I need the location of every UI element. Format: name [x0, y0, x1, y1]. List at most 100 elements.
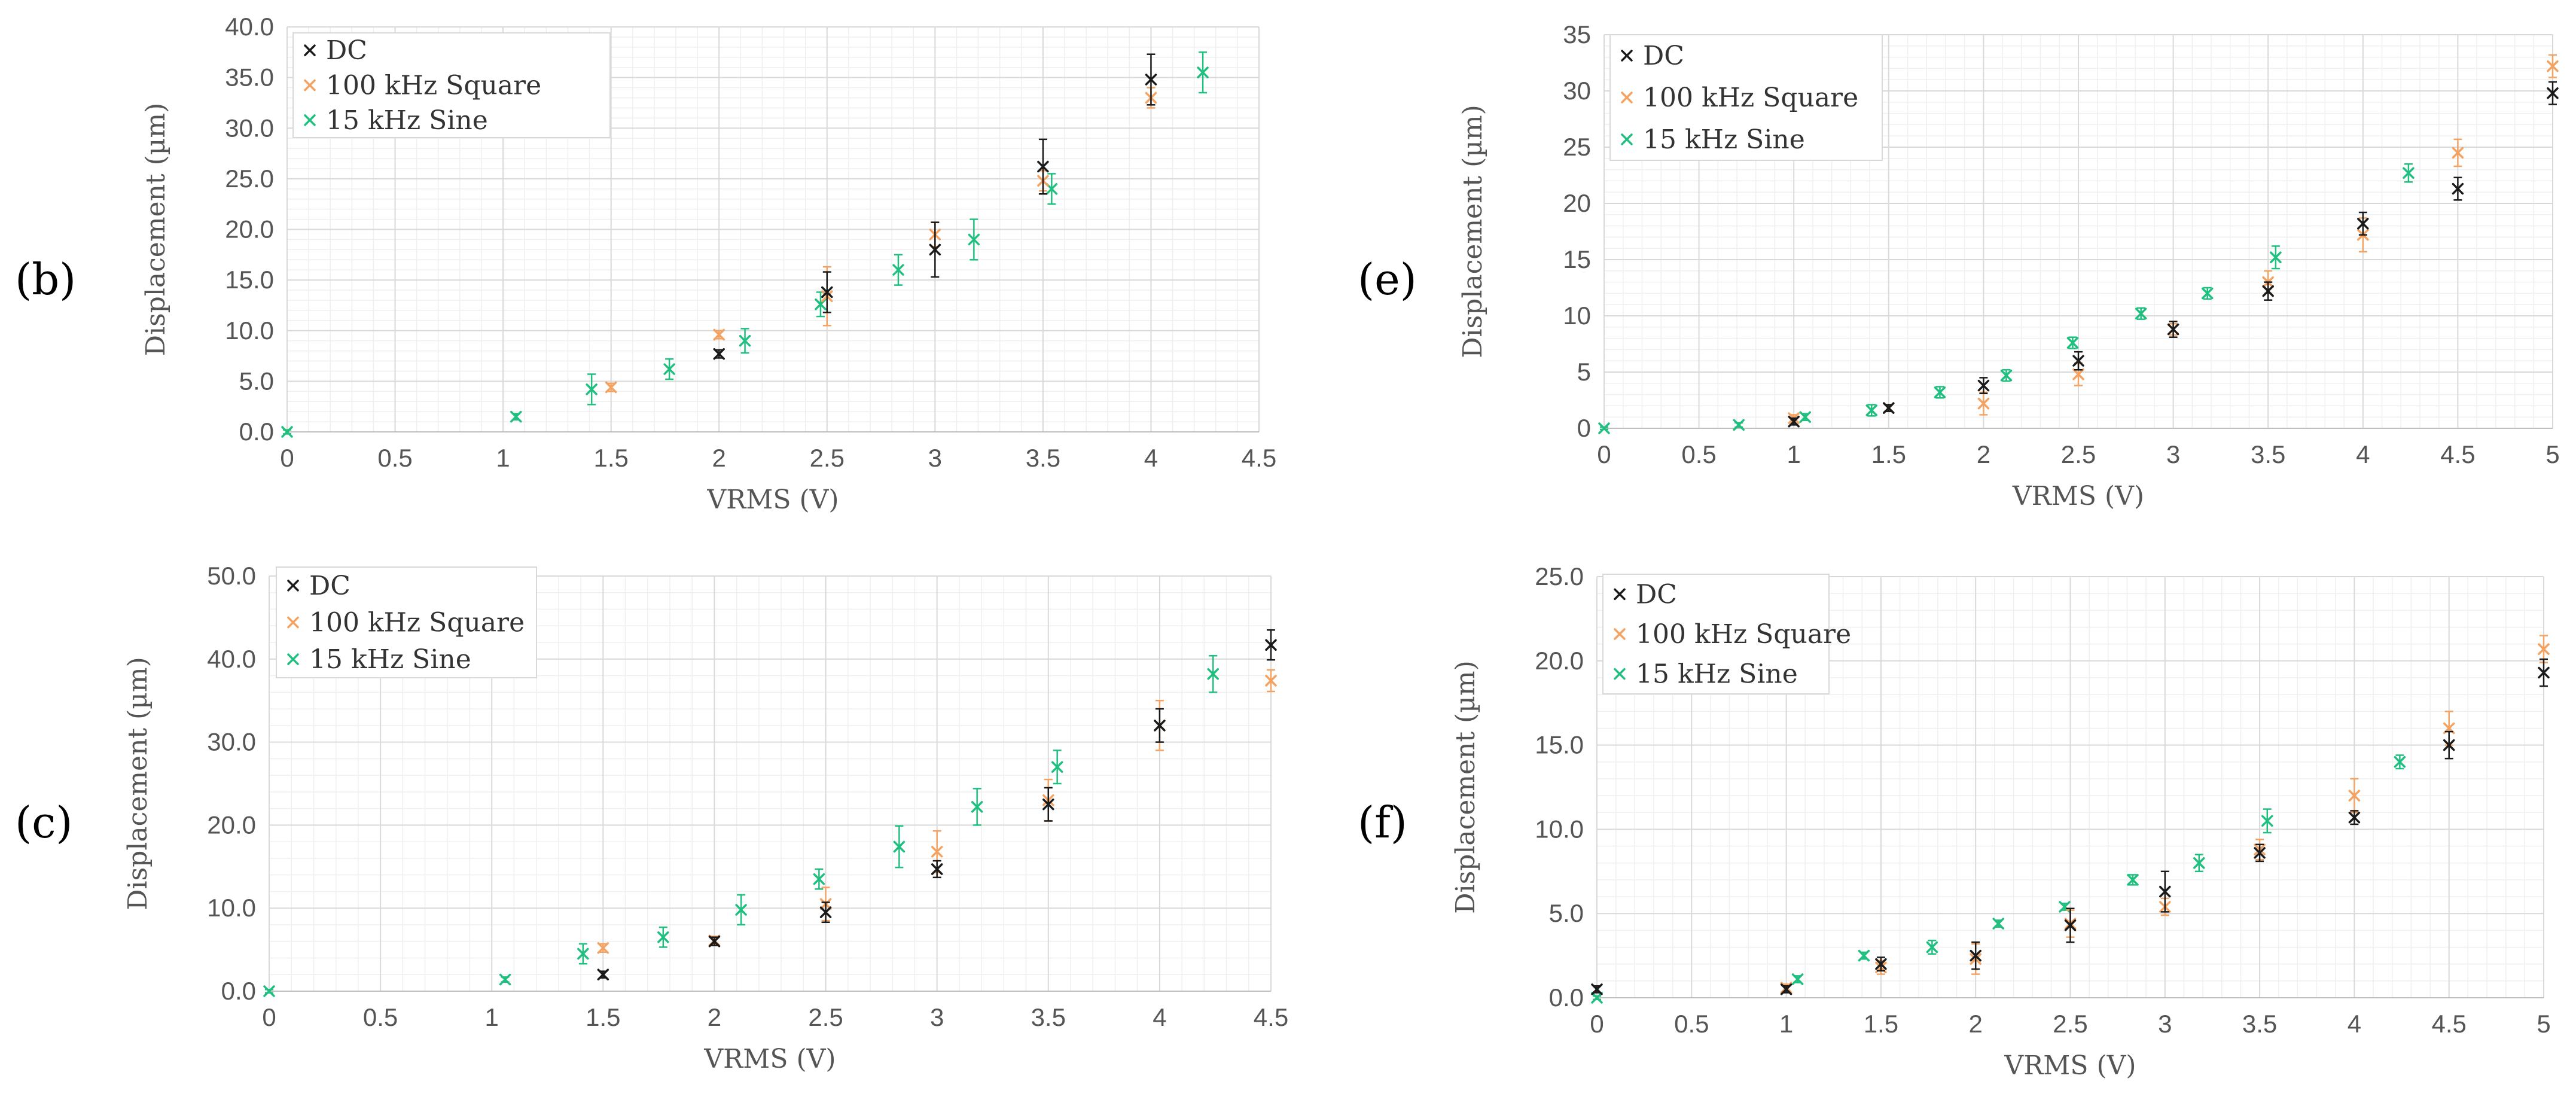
- data-point: [1780, 983, 1792, 995]
- data-point: [2064, 919, 2077, 931]
- y-tick-label: 15.0: [225, 266, 274, 294]
- data-point: [510, 410, 522, 423]
- legend-marker: [304, 44, 316, 56]
- y-tick-label: 25: [1563, 133, 1591, 161]
- data-point: [713, 328, 725, 341]
- data-point: [1145, 74, 1157, 86]
- legend-box: [1602, 574, 1830, 694]
- x-tick-label: 4.5: [1254, 1003, 1288, 1031]
- y-tick-label: 35: [1563, 20, 1591, 48]
- x-tick-label: 4.5: [2440, 440, 2475, 468]
- legend-marker: [1621, 92, 1633, 103]
- legend-label: 100 kHz Square: [309, 608, 525, 638]
- data-point: [2000, 369, 2013, 382]
- data-point: [657, 931, 669, 943]
- data-point: [2547, 60, 2559, 72]
- data-point: [1926, 941, 1938, 953]
- x-tick-label: 3.5: [1031, 1003, 1066, 1031]
- data-point: [2072, 355, 2084, 367]
- panel-letter: (b): [15, 254, 76, 304]
- x-tick-label: 0: [1597, 440, 1611, 468]
- data-point: [663, 363, 675, 375]
- x-tick-label: 4: [1144, 444, 1158, 472]
- data-point: [931, 846, 943, 858]
- y-tick-label: 10.0: [207, 894, 256, 922]
- data-point: [708, 935, 721, 948]
- y-tick-label: 15: [1563, 245, 1591, 273]
- x-tick-label: 2.5: [810, 444, 845, 472]
- y-tick-label: 20: [1563, 189, 1591, 217]
- x-tick-label: 3: [2166, 440, 2180, 468]
- y-tick-label: 5.0: [239, 367, 274, 395]
- data-point: [1154, 720, 1166, 732]
- data-point: [1051, 761, 1063, 773]
- x-tick-label: 3: [2158, 1010, 2172, 1038]
- data-point: [2348, 811, 2361, 824]
- data-point: [2072, 368, 2084, 380]
- x-tick-label: 5: [2545, 440, 2559, 468]
- y-tick-label: 10.0: [1535, 815, 1584, 843]
- legend: DC 100 kHz Square 15 kHz Sine: [292, 32, 611, 138]
- chart-panel-2: (c) 0 0.5 1 1.5 2 2.5 3 3.5 4 4.5 0.0 10.0 20.0 30.0 40…: [15, 562, 1288, 1074]
- x-tick-label: 2: [708, 1003, 721, 1031]
- x-tick-label: 0: [1590, 1010, 1603, 1038]
- y-tick-label: 10: [1563, 301, 1591, 330]
- legend-label: DC: [309, 571, 350, 601]
- y-axis-title: Displacement (µm): [1450, 660, 1481, 914]
- panel-letter: (c): [15, 797, 73, 848]
- data-point: [929, 243, 941, 256]
- series-15-khz-sine: [263, 654, 1219, 997]
- data-point: [1799, 411, 1811, 423]
- legend-marker: [1621, 133, 1633, 145]
- data-point: [2270, 251, 2282, 263]
- data-point: [1865, 404, 1877, 416]
- legend-label: 100 kHz Square: [326, 71, 541, 101]
- x-tick-label: 1: [1787, 440, 1801, 468]
- y-tick-label: 15.0: [1535, 731, 1584, 759]
- data-point: [735, 904, 747, 916]
- data-point: [586, 383, 597, 395]
- x-tick-label: 1.5: [593, 444, 628, 472]
- series-15-khz-sine: [1598, 163, 2415, 434]
- data-point: [893, 840, 906, 853]
- x-tick-label: 1: [485, 1003, 499, 1031]
- chart-panel-1: (b) 0 0.5 1 1.5 2 2.5 3 3.5 4 4.5 0.0 5.0 10.0 15.0 20.…: [15, 13, 1276, 515]
- panel-letter: (e): [1358, 254, 1417, 304]
- data-point: [819, 906, 832, 918]
- y-tick-label: 40.0: [207, 645, 256, 673]
- data-point: [1265, 675, 1277, 687]
- x-tick-label: 4: [1153, 1003, 1166, 1031]
- data-point: [1992, 918, 2004, 930]
- data-point: [2254, 847, 2266, 859]
- chart-panel-4: (f) 0 0.5 1 1.5 2 2.5 3 3.5 4 4.5 5 0.0 5.0 10.0 15.0 20…: [1358, 562, 2551, 1081]
- x-tick-label: 1.5: [1864, 1010, 1898, 1038]
- x-tick-label: 1.5: [586, 1003, 620, 1031]
- x-tick-label: 3: [930, 1003, 944, 1031]
- data-point: [2538, 643, 2550, 655]
- data-point: [1970, 949, 1981, 962]
- data-point: [1791, 973, 1804, 985]
- y-tick-label: 30: [1563, 77, 1591, 105]
- data-point: [1042, 798, 1054, 811]
- y-axis-title: Displacement (µm): [1458, 105, 1488, 358]
- data-point: [2159, 885, 2171, 898]
- legend-label: 15 kHz Sine: [1636, 659, 1798, 690]
- series-dc: [597, 629, 1277, 980]
- data-point: [2394, 756, 2406, 768]
- y-tick-label: 40.0: [225, 13, 274, 41]
- x-axis-title: VRMS (V): [2004, 1050, 2136, 1081]
- data-point: [2357, 218, 2369, 230]
- legend-marker: [287, 616, 299, 629]
- x-tick-label: 2: [712, 444, 726, 472]
- y-tick-label: 50.0: [207, 562, 256, 590]
- x-tick-label: 3.5: [1026, 444, 1060, 472]
- legend-label: 15 kHz Sine: [309, 644, 471, 675]
- data-point: [281, 426, 293, 438]
- data-point: [2201, 287, 2214, 300]
- data-point: [815, 298, 827, 310]
- legend: DC 100 kHz Square 15 kHz Sine: [276, 566, 537, 678]
- data-point: [713, 348, 725, 360]
- x-tick-label: 3.5: [2242, 1010, 2277, 1038]
- y-tick-label: 0.0: [239, 418, 274, 446]
